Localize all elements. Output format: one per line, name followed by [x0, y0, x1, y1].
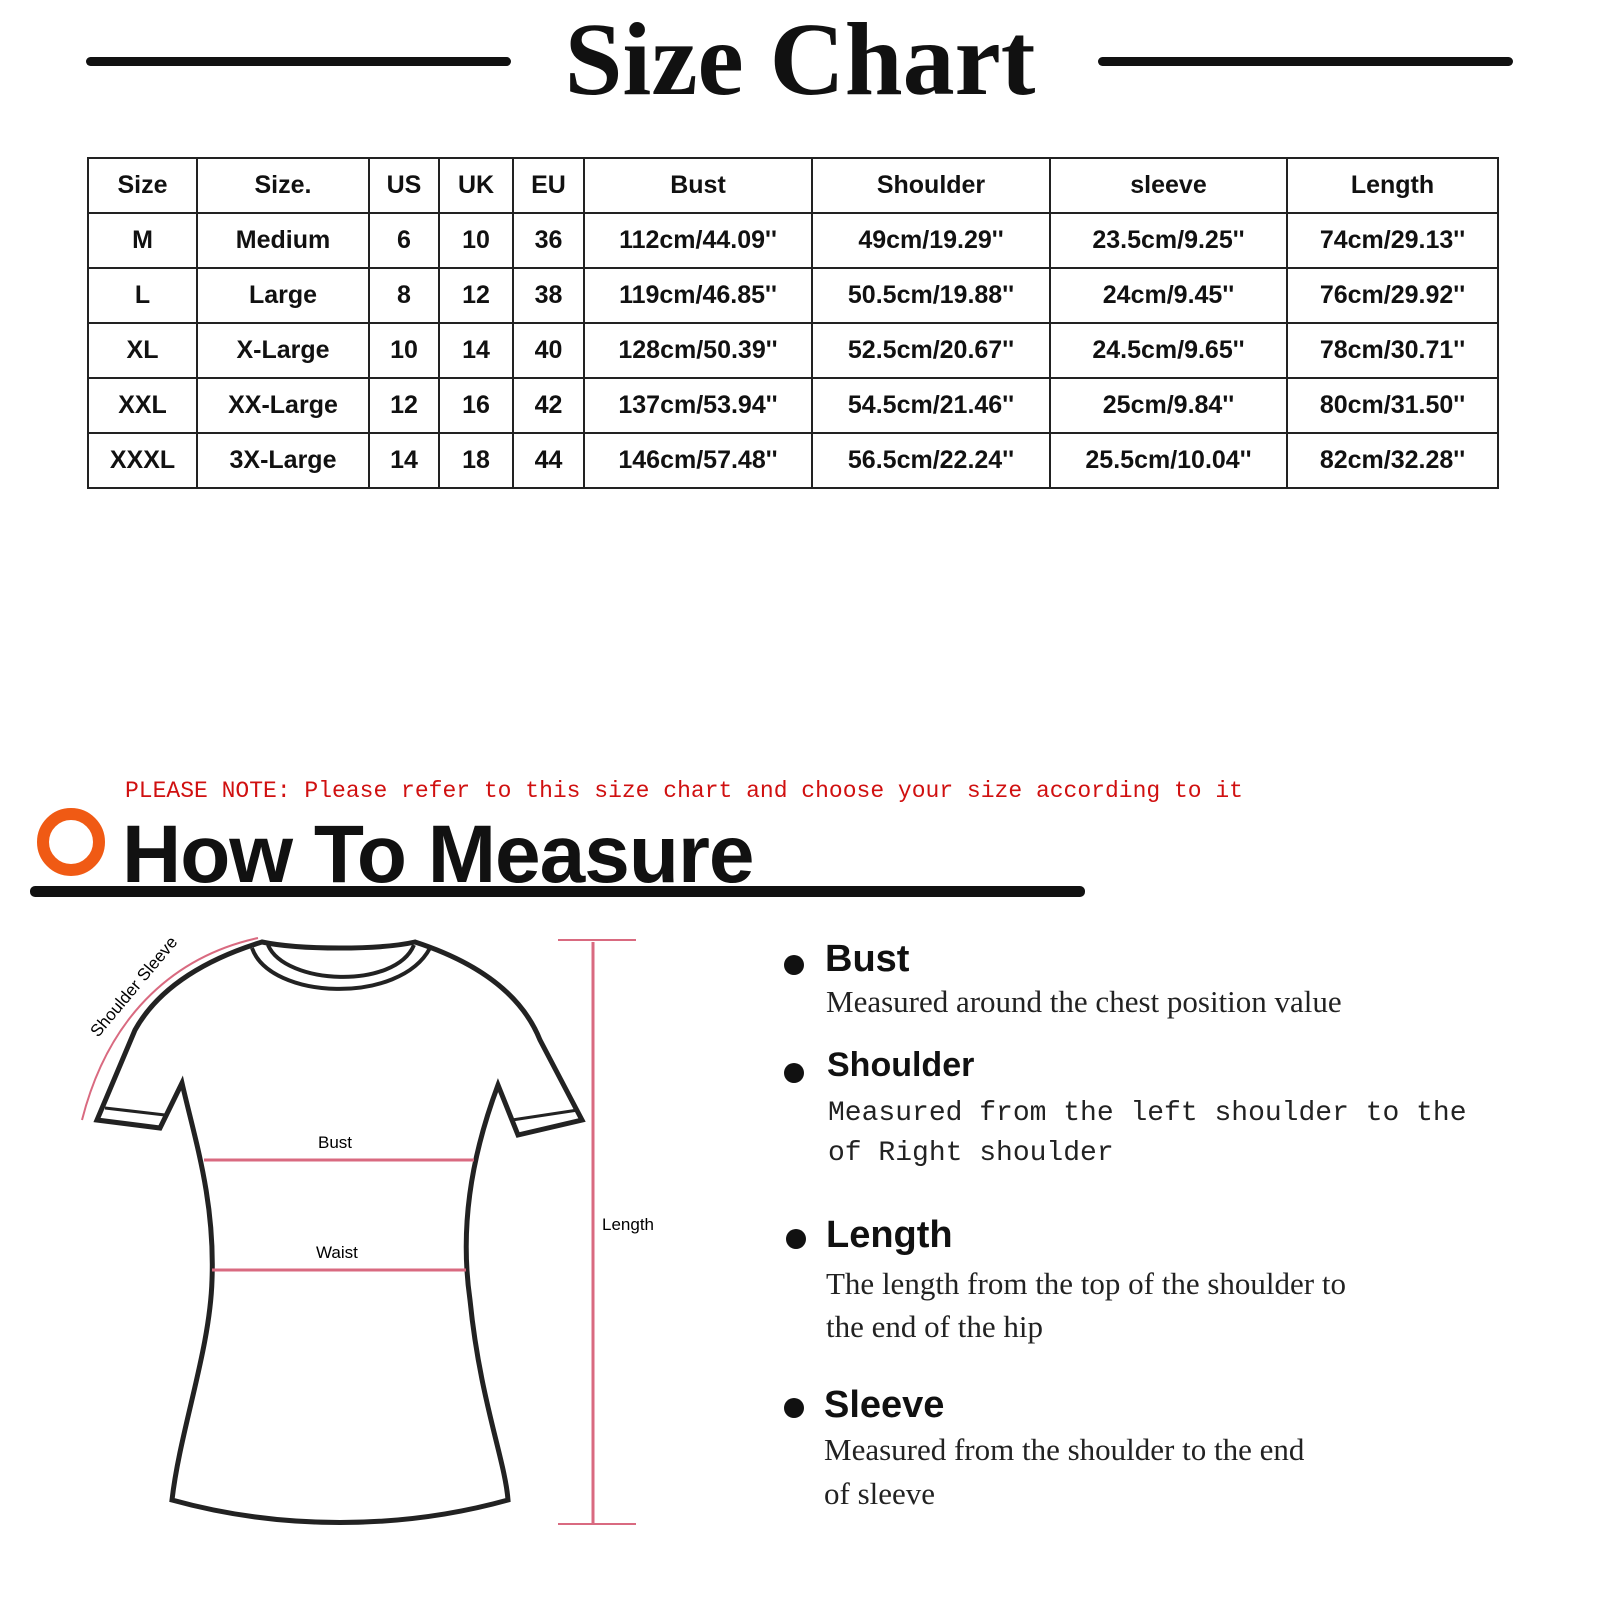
table-cell: 23.5cm/9.25'': [1049, 212, 1288, 269]
table-cell: 74cm/29.13'': [1286, 212, 1499, 269]
tshirt-collar: [250, 944, 432, 991]
table-cell: 10: [368, 322, 440, 379]
size-table: Size Size. US UK EU Bust Shoulder sleeve Length …: [87, 157, 1499, 489]
column-header: Bust: [583, 157, 813, 214]
table-cell: XL: [87, 322, 198, 379]
table-cell: 78cm/30.71'': [1286, 322, 1499, 379]
table-cell: 49cm/19.29'': [811, 212, 1051, 269]
table-row: XL X-Large 10 14 40 128cm/50.39'' 52.5cm/20.67…: [87, 322, 1499, 379]
table-cell: 14: [368, 432, 440, 489]
table-cell: 25.5cm/10.04'': [1049, 432, 1288, 489]
column-header: US: [368, 157, 440, 214]
table-cell: XXL: [87, 377, 198, 434]
table-row: XXL XX-Large 12 16 42 137cm/53.94'' 54.5cm/21.…: [87, 377, 1499, 434]
table-cell: 76cm/29.92'': [1286, 267, 1499, 324]
table-cell: 137cm/53.94'': [583, 377, 813, 434]
table-cell: 146cm/57.48'': [583, 432, 813, 489]
measure-length-desc-2: the end of the hip: [826, 1309, 1043, 1344]
page-title: Size Chart: [564, 2, 1036, 117]
table-cell: 25cm/9.84'': [1049, 377, 1288, 434]
table-cell: 14: [438, 322, 514, 379]
column-header: Length: [1286, 157, 1499, 214]
table-cell: 3X-Large: [196, 432, 370, 489]
tshirt-outline: [93, 939, 586, 1525]
label-shoulder-sleeve: Shoulder Sleeve: [87, 933, 182, 1041]
table-cell: 80cm/31.50'': [1286, 377, 1499, 434]
measure-sleeve-desc-2: of sleeve: [824, 1476, 936, 1511]
bullet-icon: [786, 1229, 806, 1249]
table-cell: 56.5cm/22.24'': [811, 432, 1051, 489]
table-cell: 44: [512, 432, 585, 489]
measure-length-desc-1: The length from the top of the shoulder …: [826, 1266, 1346, 1301]
table-cell: 54.5cm/21.46'': [811, 377, 1051, 434]
column-header: Shoulder: [811, 157, 1051, 214]
orange-ring-icon: [37, 808, 105, 876]
table-cell: 6: [368, 212, 440, 269]
table-cell: 40: [512, 322, 585, 379]
measure-shoulder-desc-2: of Right shoulder: [828, 1138, 1114, 1169]
table-cell: 36: [512, 212, 585, 269]
table-cell: 12: [438, 267, 514, 324]
bullet-icon: [784, 1398, 804, 1418]
please-note: PLEASE NOTE: Please refer to this size c…: [125, 778, 1243, 804]
table-cell: 128cm/50.39'': [583, 322, 813, 379]
table-cell: 112cm/44.09'': [583, 212, 813, 269]
column-header: EU: [512, 157, 585, 214]
table-header-row: Size Size. US UK EU Bust Shoulder sleeve Length: [87, 157, 1499, 214]
title-rule-right: [1098, 57, 1513, 66]
table-row: M Medium 6 10 36 112cm/44.09'' 49cm/19.29'' 23.…: [87, 212, 1499, 269]
table-cell: XX-Large: [196, 377, 370, 434]
table-cell: Large: [196, 267, 370, 324]
table-cell: 24.5cm/9.65'': [1049, 322, 1288, 379]
shoulder-sleeve-arrow: [81, 937, 259, 1121]
table-cell: 8: [368, 267, 440, 324]
measure-length-title: Length: [826, 1214, 953, 1256]
sleeve-hem: [104, 1106, 579, 1122]
measure-shoulder-title: Shoulder: [827, 1046, 975, 1084]
label-bust: Bust: [318, 1133, 352, 1152]
bullet-icon: [784, 955, 804, 975]
measure-bust-title: Bust: [825, 938, 910, 980]
bullet-icon: [784, 1063, 804, 1083]
label-length: Length: [602, 1215, 654, 1234]
column-header: Size: [87, 157, 198, 214]
table-row: XXXL 3X-Large 14 18 44 146cm/57.48'' 56.5cm/22…: [87, 432, 1499, 489]
label-waist: Waist: [316, 1243, 358, 1262]
table-cell: 18: [438, 432, 514, 489]
table-cell: L: [87, 267, 198, 324]
table-cell: 24cm/9.45'': [1049, 267, 1288, 324]
how-to-measure-title: How To Measure: [122, 809, 754, 900]
title-rule-left: [86, 57, 511, 66]
measure-sleeve-desc-1: Measured from the shoulder to the end: [824, 1432, 1305, 1467]
table-cell: 16: [438, 377, 514, 434]
table-cell: 12: [368, 377, 440, 434]
table-cell: 10: [438, 212, 514, 269]
how-to-rule: [30, 886, 1085, 897]
column-header: sleeve: [1049, 157, 1288, 214]
table-cell: 52.5cm/20.67'': [811, 322, 1051, 379]
measure-bust-desc: Measured around the chest position value: [826, 984, 1342, 1019]
table-cell: 42: [512, 377, 585, 434]
measure-sleeve-title: Sleeve: [824, 1384, 945, 1426]
table-cell: X-Large: [196, 322, 370, 379]
table-cell: 82cm/32.28'': [1286, 432, 1499, 489]
column-header: UK: [438, 157, 514, 214]
tshirt-diagram: Shoulder Sleeve Bust Waist Length: [81, 933, 654, 1525]
table-cell: Medium: [196, 212, 370, 269]
table-row: L Large 8 12 38 119cm/46.85'' 50.5cm/19.88'' 24…: [87, 267, 1499, 324]
table-cell: XXXL: [87, 432, 198, 489]
column-header: Size.: [196, 157, 370, 214]
table-cell: M: [87, 212, 198, 269]
table-cell: 119cm/46.85'': [583, 267, 813, 324]
table-cell: 50.5cm/19.88'': [811, 267, 1051, 324]
table-cell: 38: [512, 267, 585, 324]
measure-shoulder-desc-1: Measured from the left shoulder to the: [828, 1098, 1467, 1129]
